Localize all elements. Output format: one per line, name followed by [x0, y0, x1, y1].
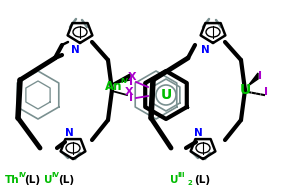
Text: U: U: [239, 83, 251, 97]
Text: (L): (L): [194, 175, 210, 185]
Text: IV: IV: [120, 78, 128, 84]
Text: N: N: [194, 128, 202, 138]
Text: N: N: [71, 45, 79, 55]
Text: N: N: [201, 45, 209, 55]
Polygon shape: [248, 73, 258, 86]
Text: I: I: [129, 93, 133, 103]
Text: An: An: [105, 81, 123, 94]
Text: I: I: [258, 71, 262, 81]
Text: 2: 2: [188, 180, 193, 186]
Text: U: U: [44, 175, 52, 185]
Text: X: X: [128, 72, 136, 82]
Text: N: N: [65, 128, 73, 138]
Text: (L): (L): [24, 175, 40, 185]
Text: X: X: [125, 87, 133, 97]
Text: III: III: [177, 172, 184, 178]
Text: IV: IV: [51, 172, 59, 178]
Text: Th: Th: [5, 175, 20, 185]
Text: I: I: [129, 77, 133, 87]
Text: (L): (L): [58, 175, 74, 185]
Text: U: U: [160, 88, 172, 102]
Text: IV: IV: [18, 172, 26, 178]
Polygon shape: [112, 74, 130, 84]
Text: U: U: [170, 175, 178, 185]
Text: I: I: [264, 87, 268, 97]
